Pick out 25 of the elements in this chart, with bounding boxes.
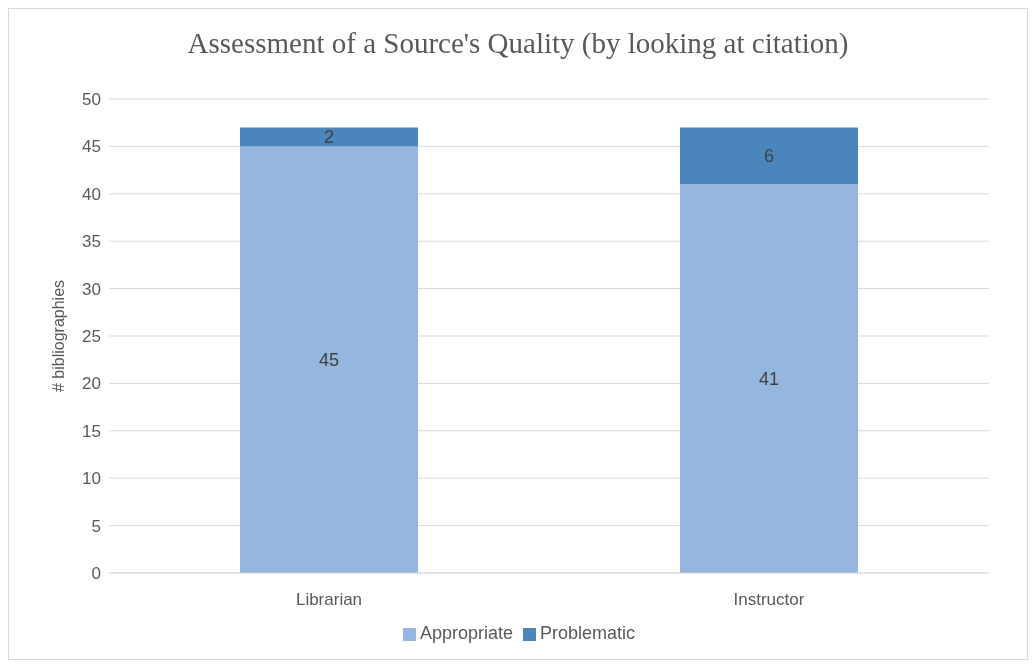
y-tick-label: 45 — [82, 137, 101, 157]
data-label: 41 — [758, 369, 780, 390]
legend-label: Problematic — [540, 623, 636, 643]
bar — [680, 127, 858, 185]
data-label: 45 — [318, 350, 340, 371]
data-label: 6 — [763, 146, 775, 167]
x-tick-label: Librarian — [295, 590, 363, 610]
y-tick-label: 25 — [82, 327, 101, 347]
y-tick-label: 20 — [82, 374, 101, 394]
data-label: 2 — [323, 127, 335, 148]
legend-label: Appropriate — [419, 623, 513, 643]
y-tick-label: 15 — [82, 421, 101, 441]
y-axis-title: # bibliographies — [49, 279, 67, 393]
x-tick-label: Instructor — [733, 590, 805, 610]
bar — [680, 184, 858, 573]
y-tick-label: 40 — [82, 184, 101, 204]
chart-title: Assessment of a Source's Quality (by looking at citation) — [186, 27, 850, 60]
y-tick-label: 30 — [82, 279, 101, 299]
bar — [240, 127, 418, 147]
bar — [240, 146, 418, 573]
y-tick-label: 50 — [82, 90, 101, 110]
y-tick-label: 35 — [82, 232, 101, 252]
y-tick-label: 10 — [82, 469, 101, 489]
y-tick-label: 0 — [91, 564, 101, 584]
y-tick-label: 5 — [91, 516, 101, 536]
